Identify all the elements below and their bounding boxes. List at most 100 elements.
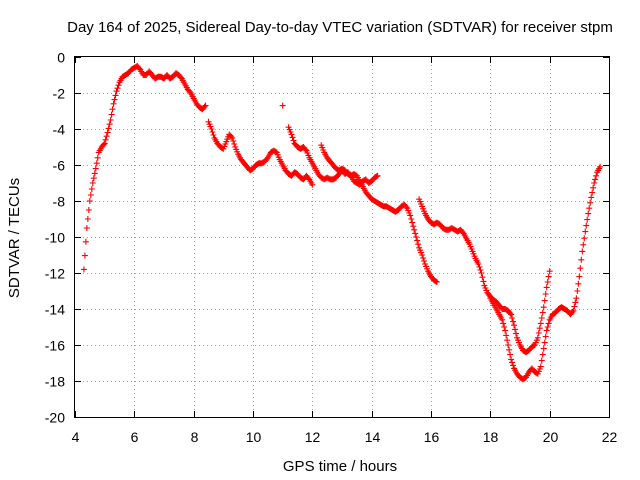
x-tick-label: 4 xyxy=(72,429,80,445)
data-point xyxy=(508,311,515,318)
data-point xyxy=(209,129,216,135)
data-point xyxy=(104,129,111,136)
data-point xyxy=(82,238,89,245)
data-series-1 xyxy=(80,63,209,273)
data-point xyxy=(408,216,415,222)
y-tick-label: -4 xyxy=(53,122,66,138)
y-tick-labels: 0 -2 -4 -6 -8 -10 -12 -14 -16 -18 -20 xyxy=(45,50,65,426)
data-point xyxy=(231,141,238,147)
chart-title: Day 164 of 2025, Sidereal Day-to-day VTE… xyxy=(67,19,613,36)
data-point xyxy=(107,117,114,123)
data-point xyxy=(302,146,309,153)
data-point xyxy=(543,327,550,334)
data-point xyxy=(509,315,516,321)
x-tick-label: 18 xyxy=(483,429,499,445)
data-point xyxy=(92,165,99,172)
data-point xyxy=(539,309,546,316)
data-point xyxy=(101,140,108,147)
data-point xyxy=(536,325,543,332)
x-tick-label: 22 xyxy=(602,429,618,445)
data-point xyxy=(433,279,440,285)
data-point xyxy=(93,160,100,167)
data-point xyxy=(510,318,517,325)
data-point xyxy=(507,310,514,317)
data-point xyxy=(574,288,581,294)
data-point xyxy=(210,132,217,138)
data-point xyxy=(415,241,422,248)
data-point xyxy=(111,96,118,103)
data-point xyxy=(499,316,506,323)
y-tick-label: -14 xyxy=(45,302,65,318)
data-point xyxy=(581,235,588,242)
data-point xyxy=(505,342,512,348)
data-point xyxy=(208,126,215,132)
data-point xyxy=(106,121,113,128)
data-point xyxy=(571,303,578,310)
data-point xyxy=(410,223,417,230)
data-point xyxy=(108,111,115,118)
data-point xyxy=(373,173,380,180)
data-point xyxy=(500,320,507,327)
y-tick-label: -2 xyxy=(53,86,66,102)
data-point xyxy=(288,131,295,138)
data-point xyxy=(88,186,95,192)
y-axis-label: SDTVAR / TECUs xyxy=(6,178,23,298)
data-point xyxy=(543,284,550,291)
data-point xyxy=(569,309,576,315)
data-point xyxy=(584,216,591,223)
data-point xyxy=(593,172,600,179)
grid-lines xyxy=(75,57,609,417)
data-point xyxy=(580,241,587,248)
x-tick-label: 20 xyxy=(543,429,559,445)
data-point xyxy=(86,198,93,204)
data-point xyxy=(403,204,410,210)
data-point xyxy=(542,291,549,297)
y-tick-label: -20 xyxy=(45,410,65,426)
x-tick-label: 6 xyxy=(131,429,139,445)
data-point xyxy=(582,228,589,235)
data-point xyxy=(81,252,88,259)
data-point xyxy=(576,273,583,280)
data-point xyxy=(541,297,548,304)
data-point xyxy=(83,225,90,231)
data-point xyxy=(279,102,286,109)
data-series-7 xyxy=(487,163,604,383)
data-point xyxy=(478,270,485,276)
data-point xyxy=(87,192,94,198)
data-point xyxy=(414,237,421,244)
data-point xyxy=(477,267,484,273)
data-point xyxy=(573,295,580,302)
data-point xyxy=(502,327,509,334)
x-axis-label: GPS time / hours xyxy=(283,458,397,475)
data-point xyxy=(570,307,577,314)
data-point xyxy=(230,138,237,144)
x-tick-label: 8 xyxy=(191,429,199,445)
data-point xyxy=(84,216,91,222)
data-point xyxy=(506,346,513,353)
y-tick-label: -18 xyxy=(45,374,65,390)
data-point xyxy=(541,339,548,346)
data-series-6 xyxy=(416,196,553,356)
data-point xyxy=(572,299,579,306)
data-point xyxy=(590,184,597,191)
y-tick-label: -16 xyxy=(45,338,65,354)
data-point xyxy=(503,332,510,339)
data-point xyxy=(508,356,515,363)
data-point xyxy=(592,176,599,183)
data-point xyxy=(591,180,598,186)
data-series-3 xyxy=(279,102,286,109)
data-point xyxy=(540,345,547,352)
y-tick-label: -12 xyxy=(45,266,65,282)
data-point xyxy=(538,315,545,321)
data-point xyxy=(114,85,121,92)
data-point xyxy=(542,333,549,340)
data-point xyxy=(113,88,120,95)
data-point xyxy=(290,137,297,144)
data-point xyxy=(577,265,584,272)
data-point xyxy=(115,82,122,89)
data-point xyxy=(412,230,419,237)
data-point xyxy=(540,304,547,311)
data-point xyxy=(413,234,420,240)
x-tick-labels: 4 6 8 10 12 14 16 18 20 22 xyxy=(72,429,618,445)
data-point xyxy=(509,359,516,366)
